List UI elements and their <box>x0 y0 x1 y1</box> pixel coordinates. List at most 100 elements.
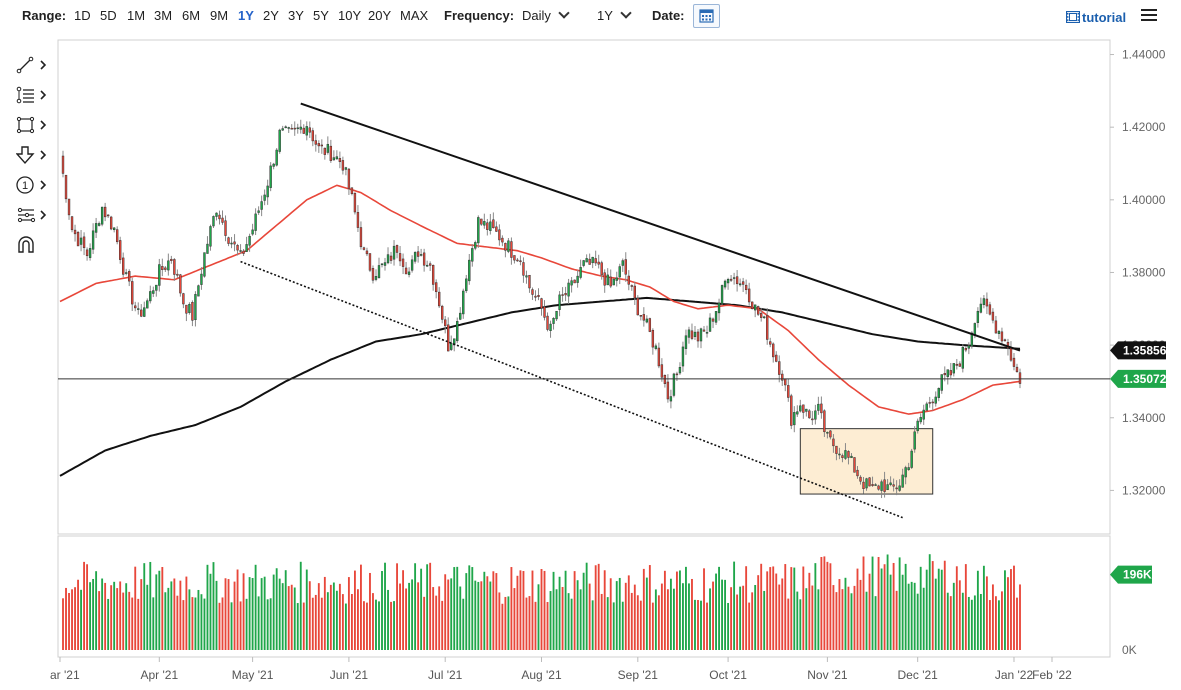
candle <box>504 243 507 251</box>
volume-bar <box>161 567 164 650</box>
candle <box>67 198 71 216</box>
volume-bar <box>624 582 627 650</box>
candle <box>209 226 212 247</box>
volume-bar <box>200 594 203 650</box>
volume-bar <box>284 570 287 650</box>
range-max[interactable]: MAX <box>400 8 429 23</box>
volume-bar <box>519 570 522 650</box>
volume-bar <box>221 597 224 650</box>
candle <box>347 168 351 189</box>
volume-bar <box>113 581 116 650</box>
range-1d[interactable]: 1D <box>74 8 91 23</box>
range-9m[interactable]: 9M <box>210 8 229 23</box>
arrow-tool-icon[interactable] <box>16 144 50 166</box>
candle <box>109 216 113 230</box>
volume-bar <box>814 563 817 650</box>
volume-bar <box>420 568 423 650</box>
range-2y[interactable]: 2Y <box>263 8 279 23</box>
volume-bar <box>378 601 380 650</box>
candle <box>738 283 742 286</box>
volume-bar <box>516 575 519 650</box>
candle <box>889 482 892 485</box>
volume-bar <box>236 569 239 650</box>
volume-bar <box>772 566 775 650</box>
candle <box>410 259 414 271</box>
candle <box>684 335 688 349</box>
candle <box>877 485 880 490</box>
volume-bar <box>591 600 594 650</box>
range-5d[interactable]: 5D <box>100 8 117 23</box>
candle <box>585 258 588 263</box>
range-5y[interactable]: 5Y <box>313 8 329 23</box>
candle <box>236 245 239 251</box>
volume-bar <box>820 556 823 650</box>
volume-bar <box>946 592 949 650</box>
candle <box>495 226 498 232</box>
volume-bar <box>736 594 739 650</box>
candle <box>498 229 501 241</box>
annotation-tool-icon[interactable]: 1 <box>16 174 50 196</box>
volume-bar <box>784 564 787 650</box>
volume-bar <box>636 595 639 650</box>
candle <box>158 264 161 286</box>
volume-bar <box>663 570 666 650</box>
volume-bar <box>546 602 549 650</box>
candle <box>492 219 495 229</box>
candle <box>335 156 339 160</box>
candle <box>853 457 856 473</box>
candle <box>648 318 652 332</box>
candle <box>278 129 281 152</box>
support-trendline[interactable] <box>240 260 903 519</box>
candle <box>582 260 585 266</box>
volume-bar <box>657 595 660 650</box>
date-picker-button[interactable] <box>693 4 720 28</box>
range-20y[interactable]: 20Y <box>368 8 392 23</box>
resistance-trendline[interactable] <box>300 102 1021 352</box>
volume-bar <box>660 583 663 650</box>
candle <box>826 432 829 434</box>
candle <box>654 345 658 349</box>
range-3m[interactable]: 3M <box>154 8 173 23</box>
candle <box>474 242 477 249</box>
volume-bar <box>829 563 832 650</box>
range-10y[interactable]: 10Y <box>338 8 362 23</box>
candle <box>964 348 968 351</box>
candle <box>811 418 814 421</box>
volume-bar <box>317 583 320 650</box>
range-1y[interactable]: 1Y <box>238 8 254 23</box>
frequency-select[interactable]: Daily <box>522 7 570 23</box>
volume-bar <box>742 585 745 650</box>
range-6m[interactable]: 6M <box>182 8 201 23</box>
volume-bar <box>540 569 543 650</box>
volume-bar <box>149 561 152 650</box>
volume-bar <box>450 578 453 650</box>
tutorial-link[interactable]: tutorial <box>1065 10 1126 25</box>
candle <box>61 155 65 174</box>
candle <box>600 262 603 276</box>
range-1m[interactable]: 1M <box>127 8 146 23</box>
candle <box>230 242 233 245</box>
period-select[interactable]: 1Y <box>597 7 632 23</box>
range-3y[interactable]: 3Y <box>288 8 304 23</box>
x-tick-label: Jun '21 <box>330 668 369 682</box>
candle <box>744 284 748 291</box>
candle <box>106 214 110 217</box>
magnet-icon[interactable] <box>16 234 50 256</box>
rectangle-tool-icon[interactable] <box>16 114 50 136</box>
line-tool-icon[interactable] <box>16 54 50 76</box>
y-tick-label: 1.32000 <box>1122 483 1166 497</box>
measure-tool-icon[interactable] <box>16 204 50 226</box>
volume-bar <box>787 598 790 650</box>
volume-bar <box>525 597 528 650</box>
candle <box>76 231 80 247</box>
candle <box>263 194 266 201</box>
frequency-value: Daily <box>522 8 551 23</box>
volume-bar <box>263 576 266 650</box>
candle <box>501 237 504 243</box>
hamburger-menu-icon[interactable] <box>1141 9 1157 23</box>
candle <box>781 373 784 381</box>
volume-bar <box>387 589 389 650</box>
volume-bar <box>128 591 131 650</box>
fib-tool-icon[interactable] <box>16 84 50 106</box>
